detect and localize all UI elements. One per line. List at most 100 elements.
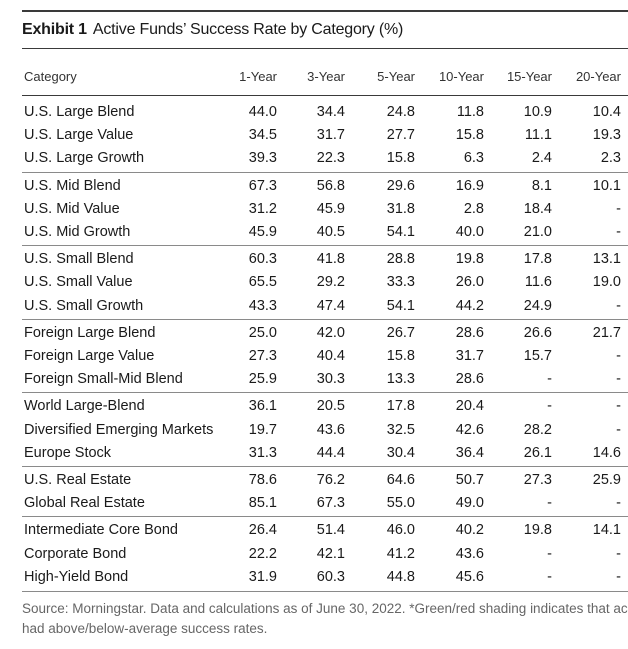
bottom-rule xyxy=(22,591,628,592)
value-cell: 28.2 xyxy=(523,421,552,438)
category-label: U.S. Real Estate xyxy=(24,472,132,488)
value-cell: 13.1 xyxy=(592,251,621,268)
category-label: Global Real Estate xyxy=(24,495,145,512)
value-cell: - xyxy=(547,545,552,562)
value-cell: 34.4 xyxy=(316,104,345,120)
value-cell: 40.5 xyxy=(316,224,345,240)
column-header-1: 1-Year xyxy=(239,69,277,84)
value-cell: 27.3 xyxy=(523,472,552,488)
value-cell: 43.6 xyxy=(455,545,484,562)
value-cell: 27.3 xyxy=(248,348,277,364)
value-cell: 18.4 xyxy=(523,200,552,217)
value-cell: 60.3 xyxy=(316,568,345,585)
value-cell: - xyxy=(547,495,552,512)
value-cell: 30.3 xyxy=(316,371,345,388)
table-row: U.S. Real Estate 78.6 76.2 64.6 50.7 27.3 25.9 xyxy=(22,469,628,491)
value-cell: - xyxy=(616,495,621,512)
group-divider xyxy=(22,466,628,467)
value-cell: 15.8 xyxy=(386,348,415,364)
value-cell: 50.7 xyxy=(455,472,484,488)
category-label: U.S. Large Value xyxy=(24,127,134,144)
value-cell: 19.8 xyxy=(523,522,552,539)
value-cell: 13.3 xyxy=(386,371,415,388)
value-cell: - xyxy=(616,421,621,438)
value-cell: 10.4 xyxy=(592,104,621,120)
value-cell: 8.1 xyxy=(531,177,552,194)
value-cell: 44.0 xyxy=(248,104,277,120)
value-cell: 21.0 xyxy=(523,224,552,240)
table-row: U.S. Mid Blend 67.3 56.8 29.6 16.9 8.1 10.1 xyxy=(22,175,628,197)
value-cell: 21.7 xyxy=(592,324,621,341)
value-cell: 33.3 xyxy=(386,274,415,291)
exhibit-label: Exhibit 1 xyxy=(22,21,87,38)
value-cell: 17.8 xyxy=(523,251,552,268)
header-rule xyxy=(22,95,628,96)
value-cell: 85.1 xyxy=(248,495,277,512)
value-cell: 42.0 xyxy=(316,324,345,341)
value-cell: 11.8 xyxy=(456,104,484,120)
value-cell: 11.6 xyxy=(524,274,552,291)
value-cell: 42.6 xyxy=(455,421,484,438)
value-cell: 43.6 xyxy=(316,421,345,438)
value-cell: 31.9 xyxy=(248,568,277,585)
value-cell: 15.7 xyxy=(523,348,552,364)
value-cell: 19.8 xyxy=(455,251,484,268)
value-cell: 54.1 xyxy=(386,224,415,240)
value-cell: 51.4 xyxy=(316,522,345,539)
group-divider xyxy=(22,245,628,247)
table-row: U.S. Large Value 34.5 31.7 27.7 15.8 11.1 19.3 xyxy=(22,124,628,146)
top-rule xyxy=(22,10,628,12)
value-cell: 40.2 xyxy=(455,522,484,539)
value-cell: 40.4 xyxy=(316,348,345,364)
table-header: Category 1-Year 3-Year 5-Year 10-Year 15-Year… xyxy=(22,66,628,88)
value-cell: 31.2 xyxy=(248,200,277,217)
table-body: U.S. Large Blend 44.0 34.4 24.8 11.8 10.9 10.4… xyxy=(22,0,628,649)
table-row: Global Real Estate 85.1 67.3 55.0 49.0 - - xyxy=(22,492,628,514)
value-cell: 43.3 xyxy=(248,297,277,314)
value-cell: 49.0 xyxy=(455,495,484,512)
value-cell: 25.9 xyxy=(592,472,621,488)
value-cell: - xyxy=(547,398,552,415)
category-label: Foreign Large Blend xyxy=(24,324,156,341)
exhibit-title: Exhibit 1 Active Funds’ Success Rate by C… xyxy=(22,21,403,39)
value-cell: 40.0 xyxy=(455,224,484,240)
exhibit-subtitle: Active Funds’ Success Rate by Category (… xyxy=(92,21,404,38)
group-divider xyxy=(22,392,628,394)
column-header-5: 15-Year xyxy=(506,69,552,84)
value-cell: 45.9 xyxy=(248,224,277,240)
value-cell: 27.7 xyxy=(386,127,415,144)
value-cell: 2.8 xyxy=(463,200,484,217)
value-cell: 55.0 xyxy=(386,495,415,512)
value-cell: 20.4 xyxy=(455,398,484,415)
value-cell: 26.1 xyxy=(523,444,552,461)
category-label: High-Yield Bond xyxy=(24,568,129,585)
value-cell: 15.8 xyxy=(386,150,415,167)
value-cell: 14.6 xyxy=(592,444,621,461)
value-cell: - xyxy=(616,371,621,388)
value-cell: 36.4 xyxy=(455,444,484,461)
value-cell: 6.3 xyxy=(463,150,484,167)
value-cell: - xyxy=(547,371,552,388)
value-cell: 46.0 xyxy=(386,522,415,539)
value-cell: 11.1 xyxy=(524,127,552,144)
category-label: Corporate Bond xyxy=(24,545,127,562)
value-cell: 47.4 xyxy=(316,297,345,314)
value-cell: 10.1 xyxy=(592,177,621,194)
value-cell: 34.5 xyxy=(248,127,277,144)
value-cell: 44.4 xyxy=(316,444,345,461)
value-cell: 42.1 xyxy=(316,545,345,562)
column-header-0: Category xyxy=(24,69,77,84)
value-cell: 54.1 xyxy=(386,297,415,314)
category-label: U.S. Large Growth xyxy=(24,150,145,167)
table-row: U.S. Mid Value 31.2 45.9 31.8 2.8 18.4 - xyxy=(22,198,628,220)
category-label: U.S. Mid Growth xyxy=(24,224,131,240)
value-cell: 26.4 xyxy=(248,522,277,539)
table-row: Europe Stock 31.3 44.4 30.4 36.4 26.1 14.6 xyxy=(22,442,628,464)
value-cell: 10.9 xyxy=(523,104,552,120)
group-divider xyxy=(22,318,628,320)
category-label: World Large-Blend xyxy=(24,398,145,415)
value-cell: 28.8 xyxy=(386,251,415,268)
value-cell: 28.6 xyxy=(455,324,484,341)
column-header-3: 5-Year xyxy=(377,69,415,84)
category-label: U.S. Large Blend xyxy=(24,104,135,120)
